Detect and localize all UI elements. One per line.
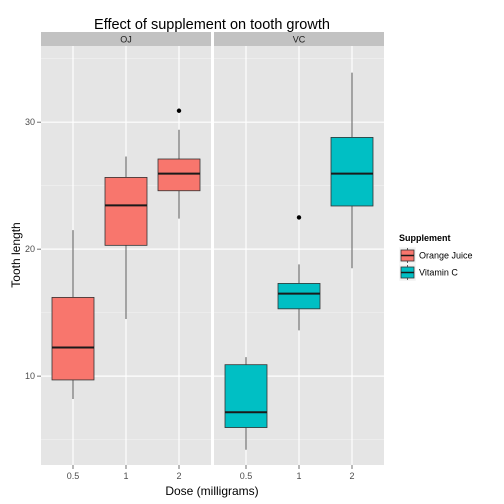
legend: Supplement Orange Juice Vitamin C <box>398 233 473 282</box>
x-tick-label: 0.5 <box>240 471 253 481</box>
box-iqr <box>51 296 95 381</box>
panel-vc: VC 0.5 1 2 <box>214 32 384 481</box>
facet-strip-label: VC <box>293 35 306 45</box>
x-tick-label: 2 <box>349 471 354 481</box>
x-tick-label: 1 <box>123 471 128 481</box>
legend-label: Orange Juice <box>419 251 473 261</box>
outlier-point <box>176 108 182 113</box>
y-axis-title: Tooth length <box>9 222 23 287</box>
y-axis: 10 20 30 <box>25 117 41 381</box>
facet-strip-label: OJ <box>120 35 132 45</box>
box-iqr <box>330 137 374 207</box>
y-tick-label: 30 <box>25 117 35 127</box>
outlier-point <box>296 215 302 220</box>
facet-strip <box>41 32 211 46</box>
box-iqr <box>157 158 201 192</box>
box-iqr <box>277 283 321 310</box>
box-oj-2 <box>157 108 201 219</box>
box-iqr <box>104 177 148 246</box>
box-vc-2 <box>330 72 374 269</box>
x-tick-label: 0.5 <box>67 471 80 481</box>
box-oj-1 <box>104 156 148 319</box>
x-axis-title: Dose (milligrams) <box>165 484 258 498</box>
box-oj-0.5 <box>51 230 95 399</box>
legend-entry: Vitamin C <box>398 263 458 282</box>
facet-panels: OJ 0.5 1 2 VC 0.5 1 2 <box>41 32 384 481</box>
y-tick-label: 20 <box>25 244 35 254</box>
box-vc-0.5 <box>224 357 268 450</box>
facet-strip <box>214 32 384 46</box>
legend-title: Supplement <box>399 233 451 243</box>
panel-oj: OJ 0.5 1 2 <box>41 32 211 481</box>
y-tick-label: 10 <box>25 371 35 381</box>
box-iqr <box>224 364 268 428</box>
x-tick-label: 2 <box>176 471 181 481</box>
box-vc-1 <box>277 215 321 331</box>
x-tick-label: 1 <box>296 471 301 481</box>
legend-entry: Orange Juice <box>398 246 473 265</box>
legend-label: Vitamin C <box>419 268 458 278</box>
chart-title: Effect of supplement on tooth growth <box>94 17 330 33</box>
